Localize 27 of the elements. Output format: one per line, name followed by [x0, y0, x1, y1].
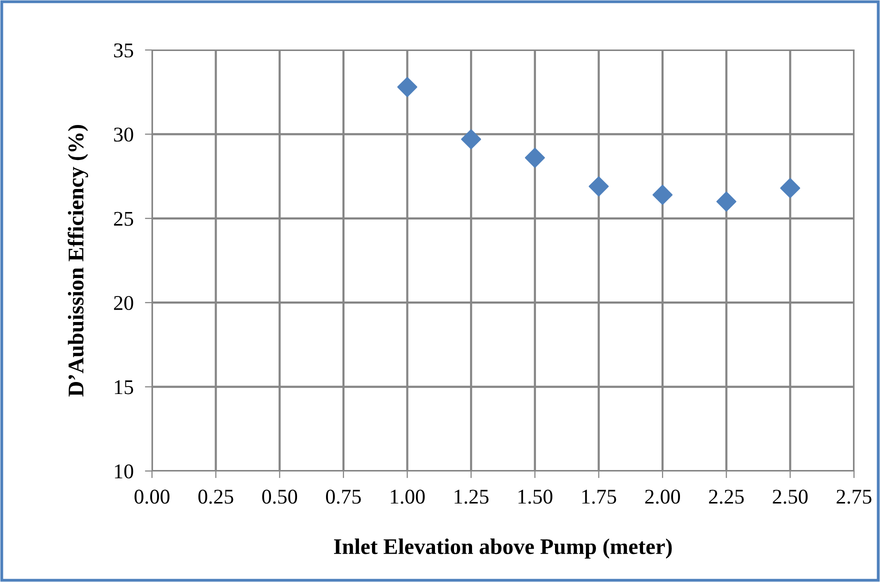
x-axis-title: Inlet Elevation above Pump (meter) — [334, 538, 672, 559]
y-tick-label: 10 — [114, 464, 134, 478]
x-tick-label: 2.50 — [772, 490, 808, 504]
x-tick-label: 0.00 — [134, 490, 170, 504]
y-tick-label: 20 — [114, 296, 134, 310]
point — [524, 148, 545, 168]
point — [780, 178, 800, 198]
x-tick-label: 2.75 — [836, 490, 872, 504]
y-axis-title: D’Aubuission Efficiency (%) — [68, 125, 88, 397]
point — [397, 77, 418, 98]
point — [588, 176, 609, 196]
x-tick-label: 1.75 — [582, 490, 616, 504]
y-tick-label: 30 — [114, 128, 134, 142]
x-tick-label: 0.25 — [198, 490, 234, 504]
x-tick-label: 0.50 — [262, 490, 298, 504]
x-tick-label: 1.25 — [454, 490, 489, 504]
x-tick-label: 0.75 — [326, 490, 361, 504]
point — [716, 192, 736, 212]
x-tick-label: 1.00 — [390, 490, 425, 504]
x-tick-label: 1.50 — [518, 490, 552, 504]
y-tick-label: 35 — [114, 43, 134, 58]
y-tick-label: 25 — [114, 212, 134, 226]
point — [461, 129, 482, 150]
x-tick-label: 2.25 — [709, 490, 744, 504]
y-tick-label: 15 — [114, 380, 134, 394]
x-tick-label: 2.00 — [645, 490, 680, 504]
point — [652, 184, 673, 205]
